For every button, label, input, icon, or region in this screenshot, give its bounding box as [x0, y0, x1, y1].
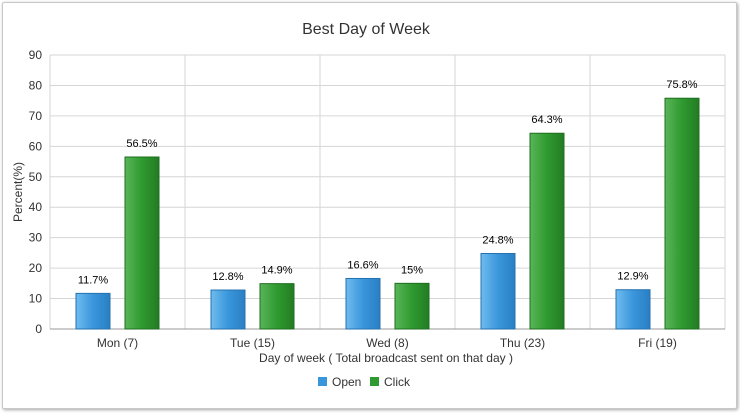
y-tick-label: 40	[29, 200, 43, 214]
y-tick-label: 50	[29, 170, 43, 184]
bar-open-0	[75, 292, 111, 330]
data-label-click-0: 56.5%	[126, 138, 157, 150]
grid-lines	[49, 54, 726, 330]
legend-swatch-click	[370, 377, 379, 386]
bar-click-3	[529, 132, 565, 330]
bar-open-2	[345, 277, 381, 330]
y-axis-label: Percent(%)	[11, 162, 25, 222]
y-tick-label: 10	[29, 292, 43, 306]
x-axis-ticks: Mon (7) Tue (15) Wed (8) Thu (23) Fri (19)	[97, 336, 677, 350]
data-label-click-1: 14.9%	[261, 265, 292, 277]
chart-title: Best Day of Week	[302, 21, 431, 38]
bar-click-2	[394, 282, 430, 330]
y-tick-label: 20	[29, 261, 43, 275]
bar-click-4	[664, 97, 700, 330]
legend: Open Click	[318, 375, 411, 389]
y-axis-ticks: 0 10 20 30 40 50 60 70 80 90	[29, 48, 43, 336]
legend-swatch-open	[318, 377, 327, 386]
x-tick-label: Thu (23)	[500, 336, 545, 350]
bar-click-0	[124, 156, 160, 330]
bar-open-3	[480, 252, 516, 330]
x-tick-label: Tue (15)	[230, 336, 275, 350]
data-label-click-2: 15%	[401, 264, 423, 276]
bar-click-1	[259, 283, 295, 330]
y-tick-label: 0	[35, 322, 42, 336]
bars: 11.7% 56.5% 12.8% 14.9% 16.6% 15% 24.8% 64.3% 12…	[75, 79, 700, 330]
y-tick-label: 30	[29, 231, 43, 245]
legend-label-open: Open	[332, 375, 361, 389]
x-tick-label: Fri (19)	[638, 336, 677, 350]
x-tick-label: Wed (8)	[366, 336, 408, 350]
y-tick-label: 80	[29, 78, 43, 92]
x-tick-label: Mon (7)	[97, 336, 138, 350]
data-label-click-4: 75.8%	[666, 79, 697, 91]
y-tick-label: 90	[29, 48, 43, 62]
y-tick-label: 60	[29, 139, 43, 153]
data-label-open-1: 12.8%	[212, 271, 243, 283]
data-label-click-3: 64.3%	[531, 114, 562, 126]
bar-open-1	[210, 289, 246, 330]
data-label-open-4: 12.9%	[617, 271, 648, 283]
data-label-open-3: 24.8%	[482, 234, 513, 246]
legend-label-click: Click	[384, 375, 411, 389]
data-label-open-2: 16.6%	[347, 259, 378, 271]
bar-open-4	[615, 289, 651, 330]
x-axis-label: Day of week ( Total broadcast sent on th…	[259, 351, 513, 365]
y-tick-label: 70	[29, 109, 43, 123]
data-label-open-0: 11.7%	[78, 274, 109, 286]
